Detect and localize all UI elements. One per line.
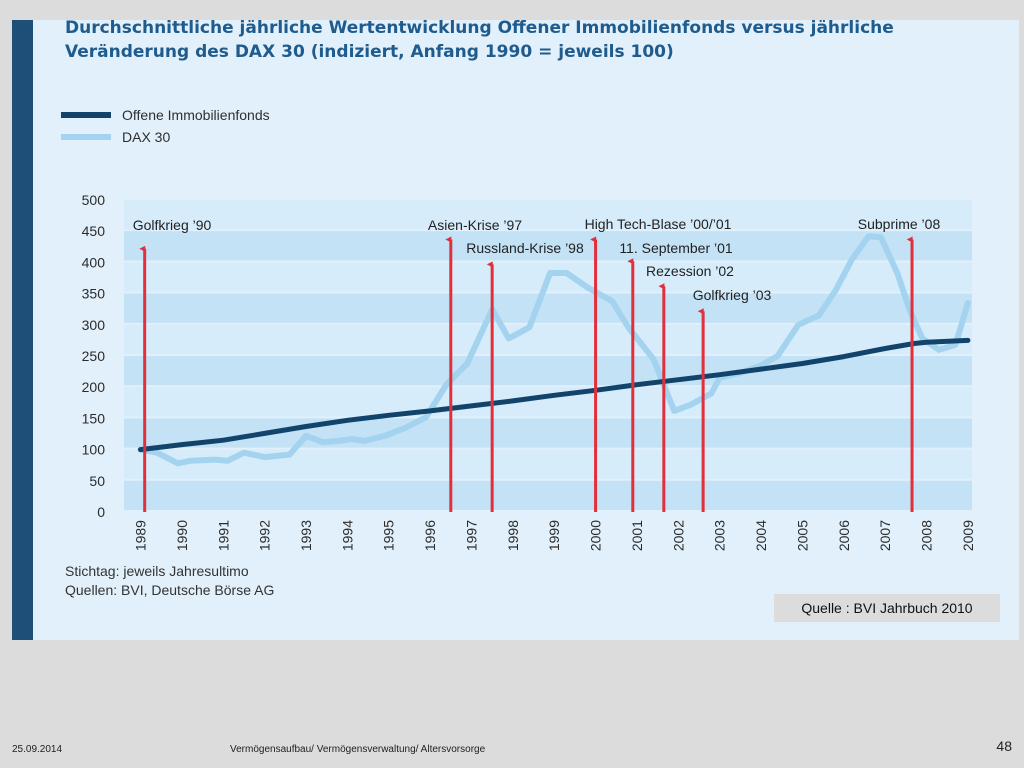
y-tick-label: 0 <box>97 504 105 520</box>
y-tick-label: 500 <box>82 192 106 208</box>
y-tick-label: 150 <box>82 410 106 426</box>
chart-title: Durchschnittliche jährliche Wertentwickl… <box>65 18 894 62</box>
x-tick-label: 2007 <box>877 520 893 551</box>
source-badge: Quelle : BVI Jahrbuch 2010 <box>774 594 1000 622</box>
y-tick-label: 50 <box>89 473 105 489</box>
footnote-quellen: Quellen: BVI, Deutsche Börse AG <box>65 582 275 598</box>
grid-band <box>124 480 972 510</box>
x-tick-label: 2003 <box>712 520 728 551</box>
event-layer: Golfkrieg ’90 Asien-Krise ’97 Russland-Kri… <box>133 216 941 512</box>
x-tick-label: 2005 <box>794 520 810 551</box>
legend-swatch-fonds <box>61 112 111 118</box>
footnotes: Stichtag: jeweils Jahresultimo Quellen: … <box>65 562 274 600</box>
x-tick-label: 1994 <box>339 520 355 551</box>
x-tick-label: 2008 <box>918 520 934 551</box>
x-tick-labels: 1989 1990 1991 1992 1993 1994 1995 1996 1997 1998… <box>133 520 976 551</box>
series-line-dax-30 <box>137 233 971 467</box>
x-tick-label: 2004 <box>753 520 769 551</box>
series-layer <box>137 233 971 467</box>
x-tick-label: 1999 <box>546 520 562 551</box>
x-tick-label: 1995 <box>381 520 397 551</box>
footnote-stichtag: Stichtag: jeweils Jahresultimo <box>65 563 249 579</box>
y-tick-label: 100 <box>82 442 106 458</box>
x-tick-label: 1989 <box>133 520 149 551</box>
x-tick-label: 2000 <box>588 520 604 551</box>
footer-text: Vermögensaufbau/ Vermögensverwaltung/ Al… <box>230 744 486 755</box>
y-tick-label: 350 <box>82 286 106 302</box>
grid-band <box>124 356 972 386</box>
y-tick-label: 200 <box>82 379 106 395</box>
x-tick-label: 1996 <box>422 520 438 551</box>
x-tick-label: 1990 <box>174 520 190 551</box>
y-tick-label: 400 <box>82 254 106 270</box>
event-label: High Tech-Blase ’00/’01 <box>585 216 732 232</box>
event-label: Asien-Krise ’97 <box>428 217 522 233</box>
x-tick-label: 1993 <box>298 520 314 551</box>
x-tick-label: 1992 <box>257 520 273 551</box>
page-number: 48 <box>996 738 1012 754</box>
legend-label-dax: DAX 30 <box>122 129 171 145</box>
grid-band <box>124 231 972 261</box>
x-tick-label: 1997 <box>463 520 479 551</box>
event-label: Golfkrieg ’90 <box>133 217 212 233</box>
y-tick-labels: 0 50 100 150 200 250 300 350 400 450 500 <box>82 192 106 520</box>
left-accent-stripe <box>12 20 33 640</box>
footer-date: 25.09.2014 <box>12 744 63 755</box>
y-tick-label: 250 <box>82 348 106 364</box>
grid-band <box>124 293 972 323</box>
y-tick-label: 450 <box>82 223 106 239</box>
event-label: Golfkrieg ’03 <box>693 287 772 303</box>
grid-band <box>124 418 972 448</box>
x-tick-label: 1991 <box>215 520 231 551</box>
legend-label-fonds: Offene Immobilienfonds <box>122 107 270 123</box>
series-line-offene-immobilienfonds <box>138 337 971 453</box>
x-tick-label: 2002 <box>670 520 686 551</box>
event-label: Russland-Krise ’98 <box>466 240 584 256</box>
x-tick-label: 2006 <box>836 520 852 551</box>
event-label: Rezession ’02 <box>646 263 734 279</box>
grid-band <box>124 324 972 354</box>
legend-item-fonds: Offene Immobilienfonds <box>61 104 270 126</box>
legend-item-dax: DAX 30 <box>61 126 270 148</box>
legend-swatch-dax <box>61 134 111 140</box>
event-label: Subprime ’08 <box>858 216 941 232</box>
x-tick-label: 1998 <box>505 520 521 551</box>
event-label: 11. September ’01 <box>619 240 733 256</box>
plot-bands <box>124 200 972 510</box>
chart-legend: Offene Immobilienfonds DAX 30 <box>61 104 270 148</box>
grid-band <box>124 387 972 417</box>
grid-band <box>124 200 972 230</box>
y-tick-label: 300 <box>82 317 106 333</box>
x-tick-label: 2001 <box>629 520 645 551</box>
x-tick-label: 2009 <box>960 520 976 551</box>
